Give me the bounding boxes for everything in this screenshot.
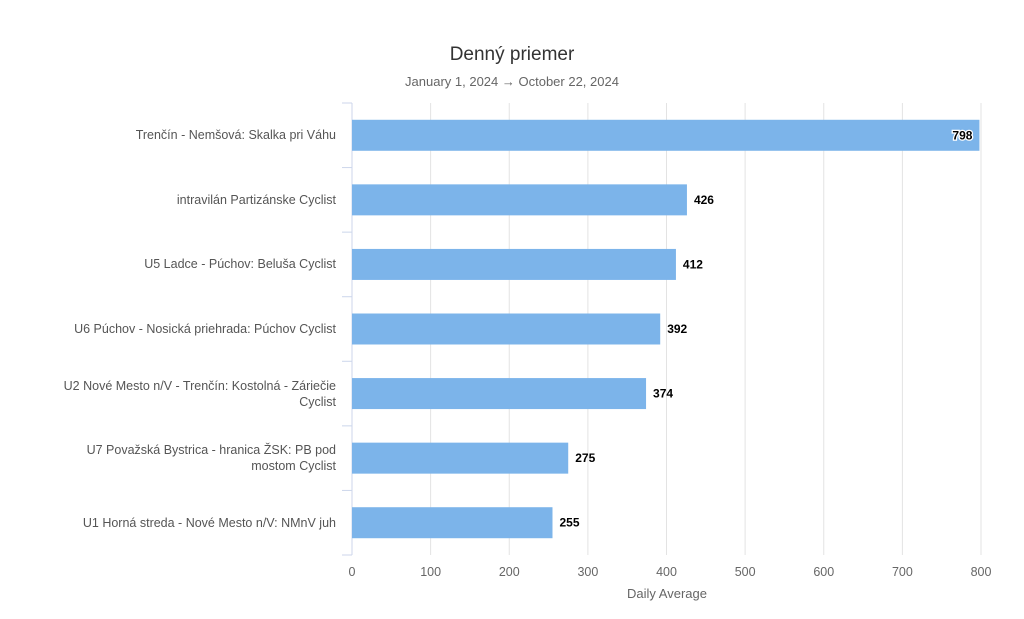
category-label: intravilán Partizánske Cyclist <box>176 192 336 207</box>
x-axis-label: Daily Average <box>627 586 707 601</box>
data-label: 392 <box>667 322 687 336</box>
x-tick-label: 200 <box>499 565 520 579</box>
bar <box>352 184 687 216</box>
data-label: 275 <box>575 451 595 465</box>
category-label: Trenčín - Nemšová: Skalka pri Váhu <box>135 128 336 143</box>
data-label: 426 <box>694 193 714 207</box>
x-tick-label: 100 <box>420 565 441 579</box>
x-tick-label: 800 <box>971 565 992 579</box>
bar <box>352 119 980 151</box>
bar <box>352 442 569 474</box>
data-label: 798 <box>952 128 972 142</box>
chart-subtitle: January 1, 2024 → October 22, 2024 <box>405 74 619 89</box>
x-tick-label: 500 <box>735 565 756 579</box>
bar <box>352 507 553 539</box>
x-tick-label: 600 <box>813 565 834 579</box>
bar <box>352 378 647 410</box>
x-tick-label: 300 <box>577 565 598 579</box>
category-label: U6 Púchov - Nosická priehrada: Púchov Cy… <box>74 322 336 336</box>
data-label: 374 <box>653 387 673 401</box>
category-label: U1 Horná streda - Nové Mesto n/V: NMnV j… <box>82 515 336 530</box>
x-tick-label: 400 <box>656 565 677 579</box>
chart-title: Denný priemer <box>449 44 575 65</box>
x-tick-label: 0 <box>349 565 356 579</box>
data-label: 255 <box>559 516 579 530</box>
category-label: U5 Ladce - Púchov: Beluša Cyclist <box>144 257 336 272</box>
x-tick-label: 700 <box>892 565 913 579</box>
data-label: 412 <box>683 257 703 271</box>
category-label: U7 Považská Bystrica - hranica ŽSK: PB p… <box>86 443 336 474</box>
bar <box>352 313 661 345</box>
bar <box>352 248 676 280</box>
category-label: U2 Nové Mesto n/V - Trenčín: Kostolná - … <box>63 378 336 409</box>
